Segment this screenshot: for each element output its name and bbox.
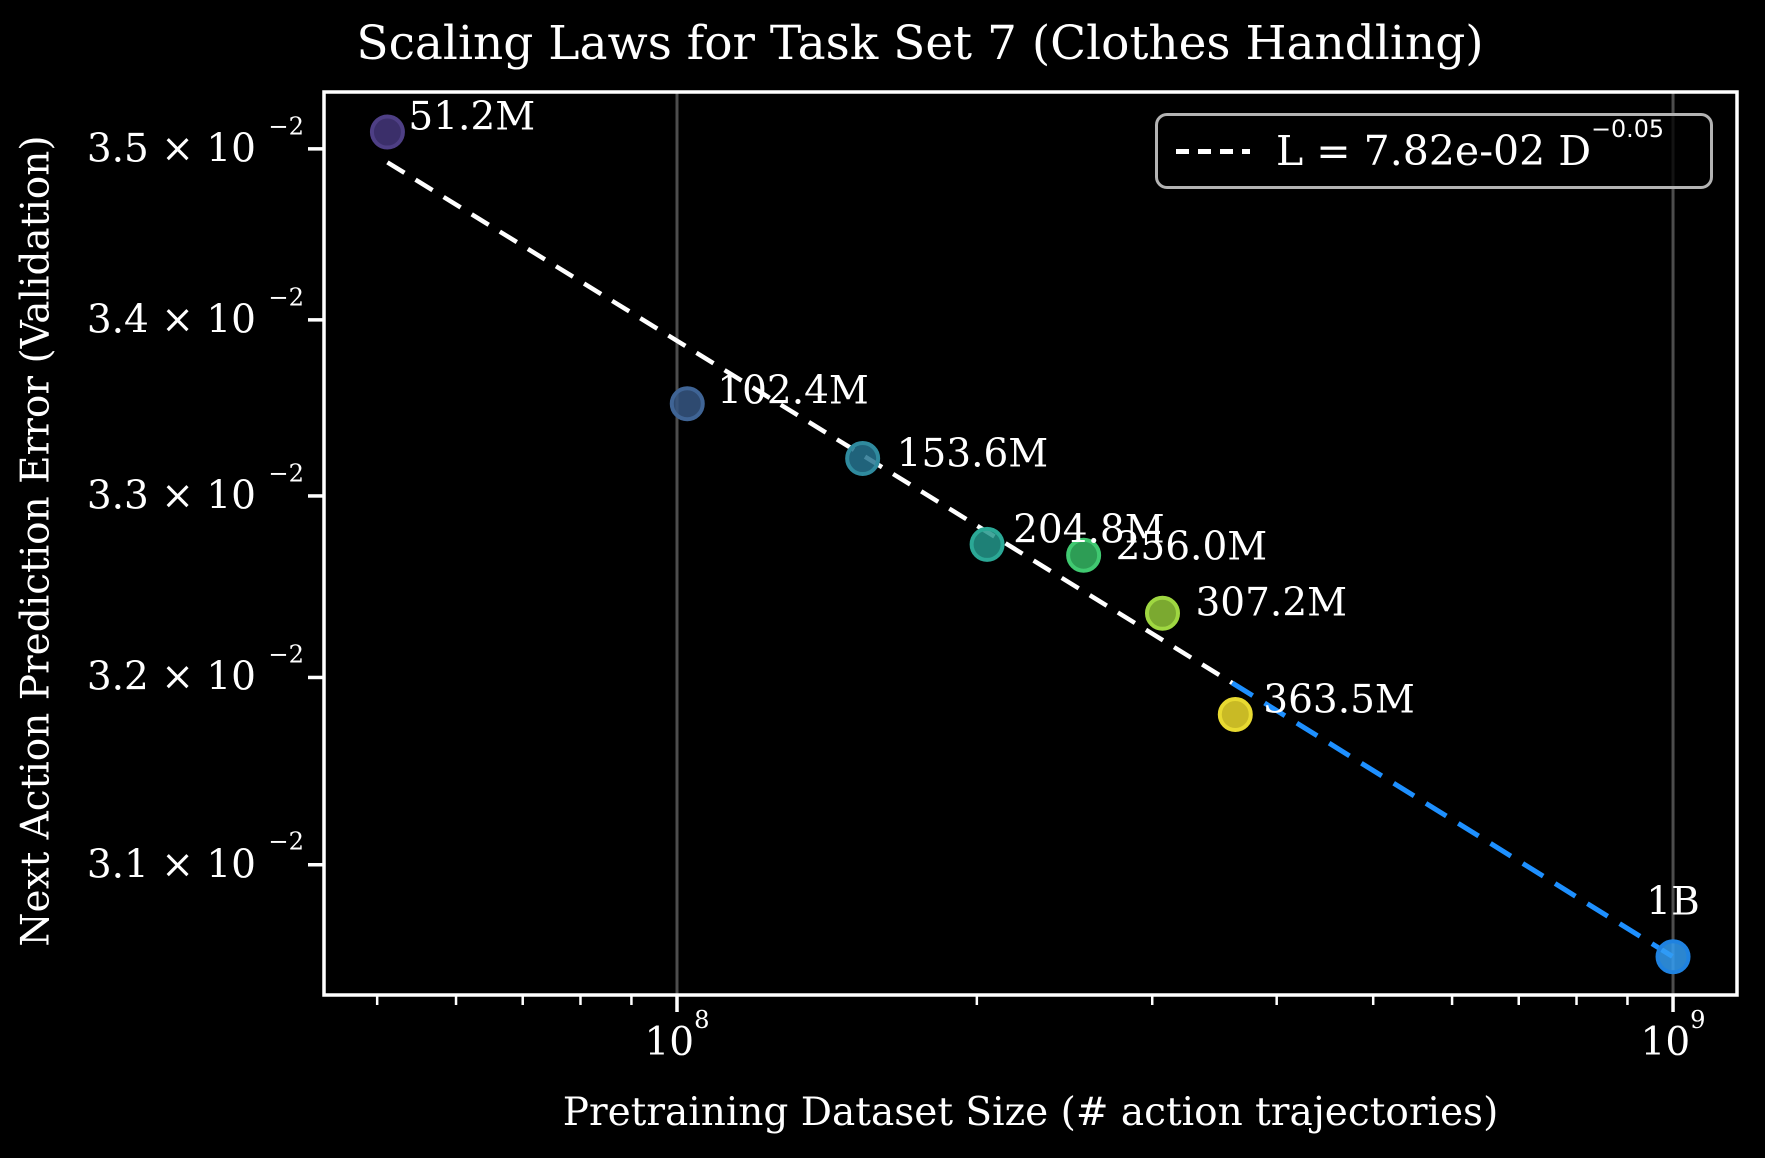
y-tick-label: 3.3 × 10 −2	[86, 459, 304, 519]
data-point-label: 153.6M	[896, 431, 1049, 477]
data-point-label: 363.5M	[1263, 677, 1415, 723]
y-tick-label: 3.2 × 10 −2	[86, 640, 304, 700]
y-tick-label: 3.1 × 10 −2	[86, 827, 304, 888]
data-point-label: 102.4M	[717, 368, 869, 414]
chart-title: Scaling Laws for Task Set 7 (Clothes Han…	[356, 16, 1484, 71]
data-point	[1217, 696, 1253, 732]
legend-label-exponent: −0.05	[1591, 115, 1664, 144]
legend-label-main: L = 7.82e-02 D	[1276, 127, 1592, 175]
data-point	[969, 526, 1005, 562]
data-point-label: 307.2M	[1195, 580, 1348, 626]
data-point	[1655, 939, 1691, 975]
data-point-label: 256.0M	[1115, 524, 1268, 570]
data-point-label: 1B	[1646, 879, 1700, 925]
legend-label: L = 7.82e-02 D−0.05	[1276, 117, 1664, 175]
data-point	[369, 114, 405, 150]
y-axis-label: Next Action Prediction Error (Validation…	[13, 135, 59, 947]
x-tick-label: 108	[644, 1005, 710, 1065]
y-tick-label: 3.5 × 10 −2	[86, 112, 304, 172]
fit-line-extrapolated	[1230, 680, 1675, 959]
plot-frame	[322, 90, 1739, 997]
data-point	[669, 386, 705, 422]
y-tick-label: 3.4 × 10 −2	[86, 283, 304, 343]
data-point-label: 51.2M	[408, 94, 536, 140]
data-point	[845, 441, 881, 477]
legend: L = 7.82e-02 D−0.05	[1155, 113, 1713, 189]
data-point	[1066, 537, 1102, 573]
fit-line-observed	[386, 160, 1234, 685]
x-tick-label: 109	[1640, 1005, 1706, 1065]
legend-line-sample	[1176, 148, 1250, 154]
data-point	[1144, 595, 1180, 631]
x-axis-label: Pretraining Dataset Size (# action traje…	[562, 1090, 1499, 1135]
data-point-label: 204.8M	[1013, 507, 1165, 553]
